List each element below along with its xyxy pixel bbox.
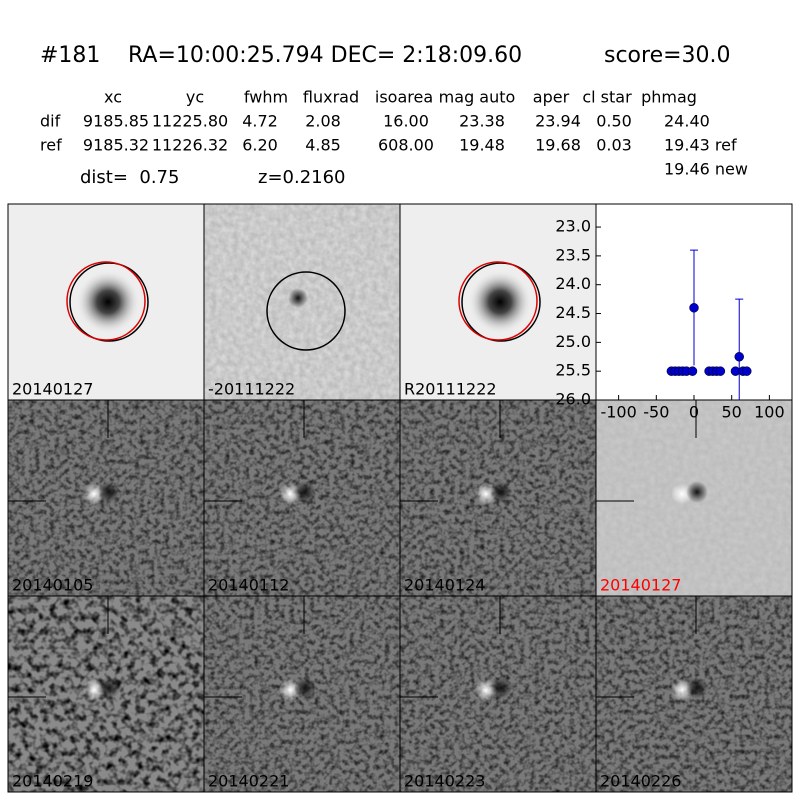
column-header: mag auto	[439, 88, 516, 107]
panel-frame	[595, 595, 793, 793]
table-cell: 16.00	[383, 112, 429, 131]
panel-label: 20140223	[404, 772, 485, 791]
image-panel: R20111222	[399, 203, 597, 401]
score: score=30.0	[604, 43, 731, 68]
image-panel: 20140105	[7, 399, 205, 597]
source-blob	[288, 288, 308, 308]
negative-blob	[294, 677, 316, 699]
panel-label: R20111222	[404, 380, 497, 399]
column-header: xc	[104, 88, 122, 107]
aperture-black	[461, 262, 541, 342]
y-tick-label: 26.0	[555, 390, 591, 409]
y-tick-label: 23.0	[555, 217, 591, 236]
image-panel: 20140127	[7, 203, 205, 401]
table-cell: 0.03	[596, 136, 632, 155]
column-header: yc	[186, 88, 204, 107]
image-panel: 20140226	[595, 595, 793, 793]
table-cell: 23.94	[535, 112, 581, 131]
image-panel: 20140223	[399, 595, 597, 793]
x-tick-label: -50	[643, 403, 669, 422]
y-tick-label: 25.0	[555, 332, 591, 351]
negative-blob	[686, 481, 708, 503]
panel-label: 20140124	[404, 576, 485, 595]
table-cell: 11226.32	[152, 136, 228, 155]
panel-label: 20140221	[208, 772, 289, 791]
negative-blob	[686, 677, 708, 699]
negative-blob	[490, 481, 512, 503]
data-point	[689, 303, 699, 313]
aperture	[266, 271, 346, 351]
column-header: aper	[533, 88, 570, 107]
redshift: z=0.2160	[258, 167, 346, 188]
table-cell: 24.40	[664, 112, 710, 131]
panel-label: 20140219	[12, 772, 93, 791]
table-cell: 2.08	[305, 112, 341, 131]
column-header: cl star	[582, 88, 632, 107]
data-point	[734, 352, 744, 362]
table-cell: 11225.80	[152, 112, 228, 131]
column-header: fwhm	[244, 88, 288, 107]
negative-blob	[98, 677, 120, 699]
image-panel: 20140127	[595, 399, 793, 597]
image-panel: 20140221	[203, 595, 401, 793]
distance: dist= 0.75	[80, 167, 179, 188]
data-point	[687, 366, 698, 376]
table-cell: 23.38	[459, 112, 505, 131]
phmag-new: 19.46 new	[664, 160, 748, 179]
column-header: isoarea	[375, 88, 433, 107]
panel-label: 20140127	[600, 576, 681, 595]
x-tick-label: 100	[754, 403, 785, 422]
y-tick-label: 25.5	[555, 361, 591, 380]
source-blob	[76, 270, 140, 334]
table-cell: 9185.32	[83, 136, 149, 155]
image-panel: 20140124	[399, 399, 597, 597]
column-header: phmag	[641, 88, 697, 107]
row-label: dif	[40, 112, 61, 131]
table-cell: 6.20	[242, 136, 278, 155]
aperture-black	[69, 262, 149, 342]
column-header: fluxrad	[303, 88, 359, 107]
data-point	[715, 366, 726, 376]
data-point	[742, 366, 752, 376]
table-cell: 608.00	[378, 136, 434, 155]
negative-blob	[98, 481, 120, 503]
table-cell: 0.50	[596, 112, 632, 131]
aperture-red	[66, 261, 146, 341]
y-tick-label: 24.0	[555, 274, 591, 293]
panel-label: 20140226	[600, 772, 681, 791]
row-label: ref	[40, 136, 62, 155]
aperture-red	[458, 261, 538, 341]
table-cell: 19.48	[459, 136, 505, 155]
image-panel: -20111222	[203, 203, 401, 401]
table-cell: 19.68	[535, 136, 581, 155]
image-panel: 20140219	[7, 595, 205, 793]
table-cell: 9185.85	[83, 112, 149, 131]
panel-label: 20140105	[12, 576, 93, 595]
negative-blob	[490, 677, 512, 699]
negative-blob	[294, 481, 316, 503]
image-panel: 20140112	[203, 399, 401, 597]
record-id: #181	[40, 43, 100, 68]
y-tick-label: 24.5	[555, 303, 591, 322]
y-tick-label: 23.5	[555, 245, 591, 264]
table-cell: 4.72	[242, 112, 278, 131]
source-blob	[468, 270, 532, 334]
table-cell: 19.43 ref	[664, 136, 737, 155]
x-tick-label: 0	[689, 403, 699, 422]
coordinates: RA=10:00:25.794 DEC= 2:18:09.60	[128, 43, 522, 68]
panel-label: 20140127	[12, 380, 93, 399]
x-tick-label: 50	[722, 403, 742, 422]
panel-label: 20140112	[208, 576, 289, 595]
panel-label: -20111222	[208, 380, 295, 399]
x-tick-label: -100	[600, 403, 636, 422]
table-cell: 4.85	[305, 136, 341, 155]
